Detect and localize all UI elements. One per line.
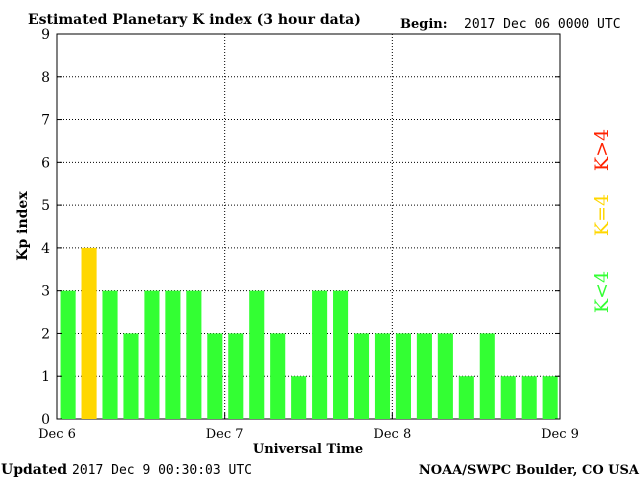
y-tick-labels: 0 1 2 3 4 5 6 7 8 9 xyxy=(41,27,560,428)
x-tick-label: Dec 9 xyxy=(541,427,579,442)
kp-bar xyxy=(144,290,160,419)
y-tick-label: 8 xyxy=(41,70,50,86)
kp-bar xyxy=(416,333,432,419)
kp-bar xyxy=(207,333,223,419)
bars xyxy=(60,247,558,419)
kp-bar xyxy=(333,290,349,419)
kp-bar xyxy=(521,376,537,419)
y-tick-label: 2 xyxy=(41,326,50,342)
kp-bar xyxy=(81,247,97,419)
begin-value: 2017 Dec 06 0000 UTC xyxy=(464,17,621,32)
begin-label: Begin: xyxy=(400,17,448,32)
kp-bar xyxy=(395,333,411,419)
y-tick-label: 0 xyxy=(41,412,50,428)
legend-equal-4: K=4 xyxy=(591,194,613,236)
x-tick-label: Dec 6 xyxy=(38,427,76,442)
y-tick-label: 3 xyxy=(41,284,50,300)
legend-below-4: K<4 xyxy=(591,271,613,313)
kp-bar xyxy=(123,333,139,419)
chart-title: Estimated Planetary K index (3 hour data… xyxy=(28,12,361,28)
kp-bar xyxy=(353,333,370,419)
kp-bar xyxy=(500,376,516,419)
y-tick-label: 4 xyxy=(41,241,50,257)
y-tick-label: 5 xyxy=(41,198,50,214)
kp-bar xyxy=(102,290,118,419)
y-axis-label: Kp index xyxy=(15,191,31,261)
credit-text: NOAA/SWPC Boulder, CO USA xyxy=(419,463,640,478)
x-tick-label: Dec 7 xyxy=(206,427,244,442)
kp-bar xyxy=(165,290,181,419)
kp-bar xyxy=(542,376,558,419)
kp-bar xyxy=(312,290,328,419)
kp-bar xyxy=(291,376,307,419)
kp-bar xyxy=(186,290,202,419)
legend-above-4: K>4 xyxy=(591,129,613,171)
y-tick-label: 9 xyxy=(41,27,50,43)
kp-bar xyxy=(228,333,244,419)
y-tick-label: 7 xyxy=(41,113,50,129)
y-tick-label: 1 xyxy=(41,369,50,385)
y-tick-label: 6 xyxy=(41,155,50,171)
x-axis-label: Universal Time xyxy=(253,442,363,457)
kp-bar xyxy=(458,376,474,419)
kp-bar xyxy=(479,333,495,419)
kp-bar xyxy=(60,290,76,419)
kp-bar xyxy=(249,290,265,419)
kp-bar xyxy=(437,333,453,419)
kp-bar xyxy=(374,333,391,419)
x-tick-label: Dec 8 xyxy=(373,427,411,442)
grid-lines xyxy=(57,34,560,419)
updated-value: 2017 Dec 9 00:30:03 UTC xyxy=(72,463,252,478)
kp-bar xyxy=(270,333,286,419)
updated-label: Updated xyxy=(1,462,67,478)
x-tick-labels: Dec 6 Dec 7 Dec 8 Dec 9 xyxy=(38,413,579,442)
plot-frame xyxy=(56,33,561,420)
